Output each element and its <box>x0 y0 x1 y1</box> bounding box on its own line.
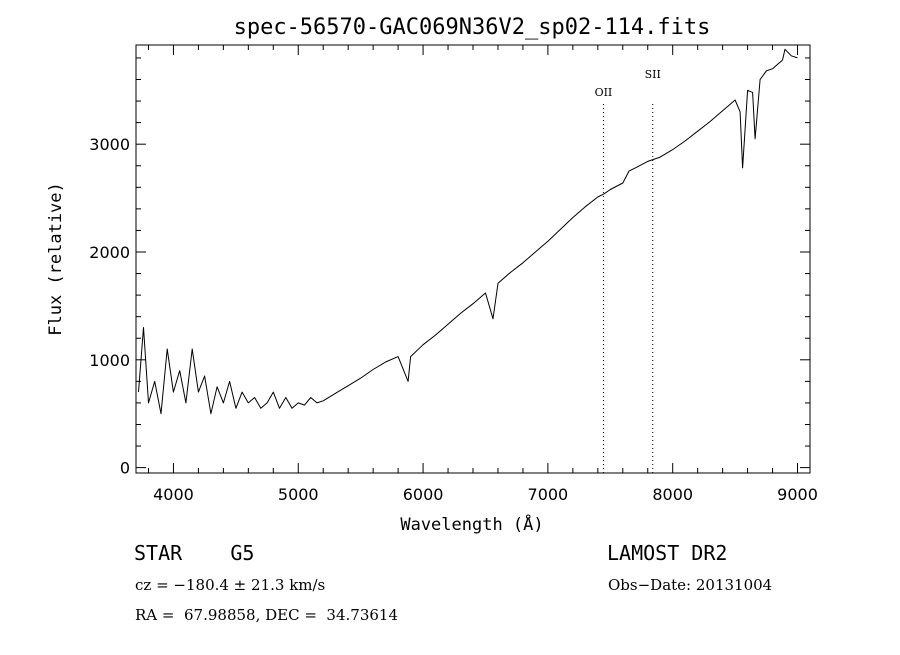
chart-title: spec-56570-GAC069N36V2_sp02-114.fits <box>234 15 711 40</box>
x-axis-ticks: 4000 5000 6000 7000 8000 9000 <box>147 45 818 504</box>
plot-frame <box>135 44 811 474</box>
y-tick-label: 2000 <box>89 243 130 262</box>
x-tick-label: 9000 <box>777 485 818 504</box>
reference-line-label: OII <box>595 86 613 99</box>
reference-line-label: SII <box>645 68 661 81</box>
survey-name: LAMOST DR2 <box>607 541 727 565</box>
sky-coordinates: RA = 67.98858, DEC = 34.73614 <box>135 606 398 624</box>
y-tick-label: 3000 <box>89 135 130 154</box>
x-tick-label: 4000 <box>153 485 194 504</box>
y-tick-label: 0 <box>120 459 130 478</box>
y-tick-label: 1000 <box>89 351 130 370</box>
x-tick-label: 5000 <box>278 485 319 504</box>
reference-lines: OII SII <box>595 68 661 473</box>
x-tick-label: 6000 <box>403 485 444 504</box>
y-axis-ticks: 0 1000 2000 3000 <box>89 57 810 478</box>
x-tick-label: 8000 <box>652 485 693 504</box>
spectrum-line <box>138 48 798 415</box>
observation-date: Obs−Date: 20131004 <box>608 576 772 594</box>
x-axis-label: Wavelength (Å) <box>400 513 543 535</box>
y-axis-label: Flux (relative) <box>46 182 66 336</box>
object-type: STAR G5 <box>134 541 254 565</box>
redshift-velocity: cz = −180.4 ± 21.3 km/s <box>135 576 325 594</box>
x-tick-label: 7000 <box>528 485 569 504</box>
